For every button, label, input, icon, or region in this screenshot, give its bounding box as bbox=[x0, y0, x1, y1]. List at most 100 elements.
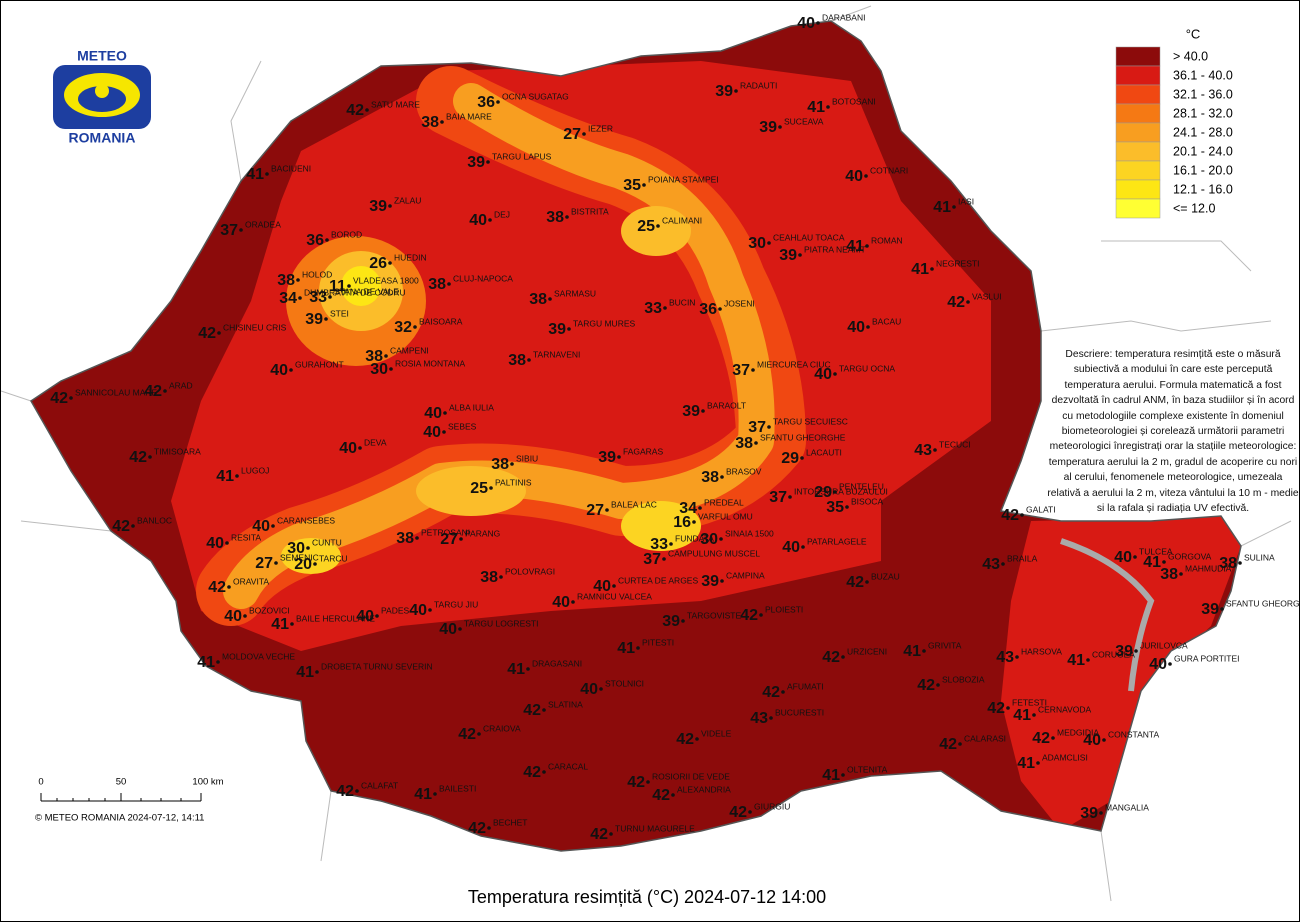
station: 39 TARGOVISTE bbox=[662, 610, 741, 630]
station: 40 RESITA bbox=[206, 532, 261, 552]
station-dot bbox=[413, 325, 417, 329]
station: 41 MOLDOVA VECHE bbox=[197, 651, 295, 671]
station-dot bbox=[816, 21, 820, 25]
station: 37 INTORSURA BUZAULUI bbox=[769, 486, 888, 506]
station-value: 40 bbox=[847, 319, 865, 336]
station: 33 STANA DE VALE bbox=[309, 286, 399, 306]
legend-label: 16.1 - 20.0 bbox=[1173, 163, 1233, 177]
station-dot bbox=[695, 737, 699, 741]
station-name: DROBETA TURNU SEVERIN bbox=[321, 661, 433, 671]
station: 41 DROBETA TURNU SEVERIN bbox=[296, 661, 432, 681]
station-name: SANNICOLAU MARE bbox=[75, 387, 158, 397]
station: 42 ROSIORII DE VEDE bbox=[627, 771, 730, 791]
station-value: 33 bbox=[309, 289, 327, 306]
station-dot bbox=[751, 368, 755, 372]
scale-label: 100 km bbox=[192, 777, 223, 788]
station-name: ROSIORII DE VEDE bbox=[652, 771, 730, 781]
station-name: BAIA MARE bbox=[446, 111, 492, 121]
station: 40 DEJ bbox=[469, 209, 510, 229]
station-dot bbox=[1086, 658, 1090, 662]
station: 30 CEAHLAU TOACA bbox=[748, 232, 845, 252]
station-value: 38 bbox=[529, 291, 547, 308]
station-dot bbox=[315, 670, 319, 674]
station: 40 STOLNICI bbox=[580, 678, 644, 698]
station-dot bbox=[605, 508, 609, 512]
station: 39 RADAUTI bbox=[715, 80, 777, 100]
station-dot bbox=[671, 793, 675, 797]
scale-bar bbox=[40, 793, 202, 802]
station-value: 41 bbox=[807, 99, 825, 116]
station-dot bbox=[447, 282, 451, 286]
station-value: 36 bbox=[477, 94, 495, 111]
station: 27 IEZER bbox=[563, 123, 613, 143]
station-dot bbox=[324, 317, 328, 321]
station-value: 39 bbox=[1201, 601, 1219, 618]
station-name: GRIVITA bbox=[928, 640, 962, 650]
station-value: 39 bbox=[1115, 643, 1133, 660]
station-dot bbox=[298, 296, 302, 300]
station-value: 42 bbox=[846, 574, 864, 591]
station-dot bbox=[265, 172, 269, 176]
station-name: MANGALIA bbox=[1105, 802, 1149, 812]
station-name: SARMASU bbox=[554, 288, 596, 298]
station: 42 GALATI bbox=[1001, 504, 1055, 524]
station-value: 38 bbox=[421, 114, 439, 131]
station-name: CONSTANTA bbox=[1108, 729, 1159, 739]
station-value: 39 bbox=[701, 573, 719, 590]
station: 42 ALEXANDRIA bbox=[652, 784, 731, 804]
legend-label: 32.1 - 36.0 bbox=[1173, 87, 1233, 101]
station: 42 CALAFAT bbox=[336, 780, 398, 800]
station-name: PENTELEU bbox=[839, 481, 884, 491]
station-value: 20 bbox=[294, 556, 312, 573]
legend-swatch bbox=[1115, 65, 1161, 86]
station-name: GURA PORTITEI bbox=[1174, 653, 1240, 663]
station-name: ZALAU bbox=[394, 195, 421, 205]
station-name: CURTEA DE ARGES bbox=[618, 575, 698, 585]
station-value: 40 bbox=[1149, 656, 1167, 673]
station-dot bbox=[358, 446, 362, 450]
station-value: 27 bbox=[563, 126, 581, 143]
station-name: CUNTU bbox=[312, 537, 342, 547]
station: 42 SLATINA bbox=[523, 699, 583, 719]
station-dot bbox=[778, 125, 782, 129]
station-dot bbox=[571, 600, 575, 604]
station-value: 42 bbox=[947, 294, 965, 311]
station-value: 38 bbox=[546, 209, 564, 226]
station-value: 11 bbox=[329, 278, 346, 295]
station-value: 30 bbox=[370, 361, 388, 378]
station-name: SLOBOZIA bbox=[942, 674, 985, 684]
station-value: 39 bbox=[369, 198, 387, 215]
station: 42 SANNICOLAU MARE bbox=[50, 387, 157, 407]
station-name: BAISOARA bbox=[419, 316, 463, 326]
station: 38 TARNAVENI bbox=[508, 349, 580, 369]
station-value: 41 bbox=[911, 261, 929, 278]
station: 38 SIBIU bbox=[491, 453, 538, 473]
station-value: 39 bbox=[779, 247, 797, 264]
station-dot bbox=[227, 585, 231, 589]
station-value: 38 bbox=[508, 352, 526, 369]
station: 39 STEI bbox=[305, 308, 349, 328]
station-dot bbox=[800, 456, 804, 460]
station-dot bbox=[428, 608, 432, 612]
station-dot bbox=[487, 826, 491, 830]
station-value: 40 bbox=[845, 168, 863, 185]
station-name: DRAGASANI bbox=[532, 658, 582, 668]
station-value: 42 bbox=[198, 325, 216, 342]
station: 40 GURAHONT bbox=[270, 359, 343, 379]
station-value: 39 bbox=[548, 321, 566, 338]
station-value: 42 bbox=[1032, 730, 1050, 747]
station: 41 NEGRESTI bbox=[911, 258, 979, 278]
station-dot bbox=[243, 614, 247, 618]
station-name: BAILESTI bbox=[439, 783, 476, 793]
station-value: 41 bbox=[216, 468, 234, 485]
logo: METEO ROMANIA bbox=[53, 48, 151, 146]
station: 40 TARGU OCNA bbox=[814, 363, 895, 383]
station-name: CALARASI bbox=[964, 733, 1006, 743]
station-name: COTNARI bbox=[870, 165, 908, 175]
station-name: BISOCA bbox=[851, 496, 883, 506]
station-dot bbox=[1220, 607, 1224, 611]
station-value: 37 bbox=[732, 362, 750, 379]
station: 43 HARSOVA bbox=[996, 646, 1062, 666]
station: 40 CONSTANTA bbox=[1083, 729, 1159, 749]
station: 41 GRIVITA bbox=[903, 640, 962, 660]
